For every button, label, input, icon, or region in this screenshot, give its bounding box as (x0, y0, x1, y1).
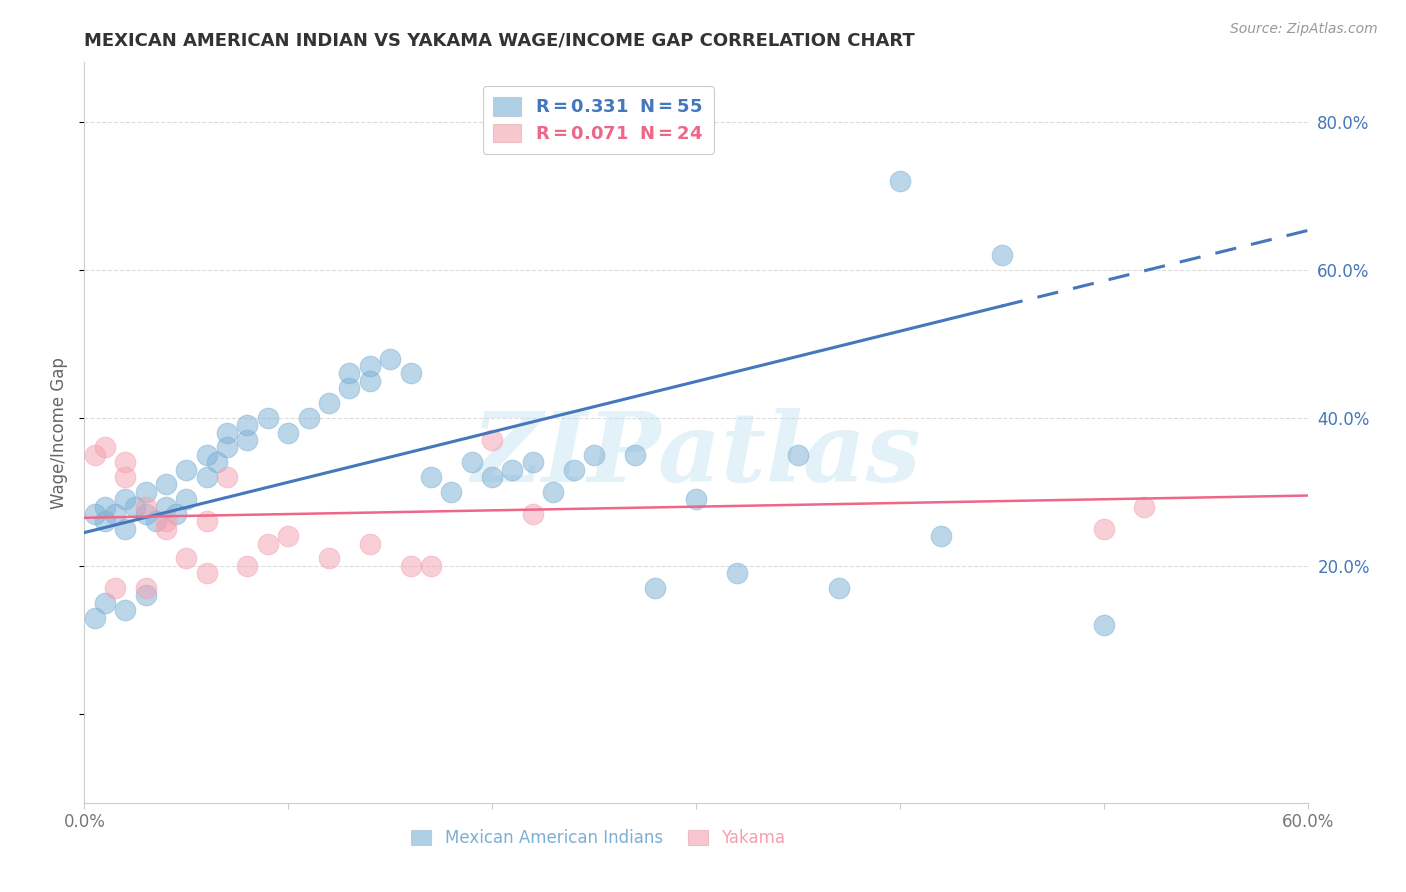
Text: MEXICAN AMERICAN INDIAN VS YAKAMA WAGE/INCOME GAP CORRELATION CHART: MEXICAN AMERICAN INDIAN VS YAKAMA WAGE/I… (84, 32, 915, 50)
Point (114, 492, 136, 507)
Point (339, 367, 361, 381)
Point (155, 500, 177, 514)
Point (135, 507, 157, 521)
Point (124, 500, 146, 514)
Point (318, 396, 340, 410)
Point (195, 470, 218, 484)
Point (522, 455, 544, 469)
Point (359, 536, 381, 550)
Point (461, 455, 484, 469)
Text: ZIPatlas: ZIPatlas (471, 408, 921, 502)
Point (195, 448, 218, 462)
Point (420, 470, 443, 484)
Point (624, 448, 647, 462)
Point (83, 610, 105, 624)
Point (277, 529, 299, 543)
Point (481, 470, 503, 484)
Point (195, 515, 218, 529)
Point (399, 558, 422, 573)
Point (83, 507, 105, 521)
Point (114, 522, 136, 536)
Point (522, 507, 544, 521)
Point (135, 484, 157, 499)
Point (195, 566, 218, 581)
Point (93, 441, 115, 455)
Point (298, 410, 321, 425)
Point (135, 581, 157, 595)
Point (174, 462, 197, 476)
Point (217, 441, 239, 455)
Point (135, 500, 157, 514)
Point (174, 551, 197, 566)
Point (236, 558, 259, 573)
Point (1133, 500, 1156, 514)
Point (174, 492, 197, 507)
Point (145, 515, 167, 529)
Point (583, 448, 606, 462)
Point (318, 551, 340, 566)
Point (562, 462, 585, 476)
Point (1092, 618, 1115, 632)
Point (725, 566, 748, 581)
Point (380, 351, 402, 366)
Point (502, 462, 524, 476)
Point (685, 492, 707, 507)
Point (104, 581, 127, 595)
Point (991, 248, 1014, 262)
Text: Source: ZipAtlas.com: Source: ZipAtlas.com (1230, 22, 1378, 37)
Point (155, 515, 177, 529)
Point (236, 418, 259, 433)
Point (93, 515, 115, 529)
Point (155, 477, 177, 491)
Point (420, 558, 443, 573)
Point (481, 433, 503, 447)
Point (929, 529, 952, 543)
Point (828, 581, 851, 595)
Point (93, 596, 115, 610)
Point (399, 367, 422, 381)
Point (217, 425, 239, 440)
Point (889, 174, 911, 188)
Y-axis label: Wage/Income Gap: Wage/Income Gap (51, 357, 69, 508)
Point (440, 484, 463, 499)
Point (257, 410, 280, 425)
Point (787, 448, 810, 462)
Point (155, 522, 177, 536)
Point (644, 581, 666, 595)
Point (114, 603, 136, 617)
Point (205, 455, 228, 469)
Point (165, 507, 187, 521)
Point (135, 589, 157, 603)
Point (83, 448, 105, 462)
Point (104, 507, 127, 521)
Point (93, 500, 115, 514)
Point (114, 470, 136, 484)
Point (339, 381, 361, 395)
Point (277, 425, 299, 440)
Point (217, 470, 239, 484)
Point (236, 433, 259, 447)
Point (1092, 522, 1115, 536)
Legend: Mexican American Indians, Yakama: Mexican American Indians, Yakama (405, 822, 792, 854)
Point (359, 374, 381, 388)
Point (257, 536, 280, 550)
Point (543, 484, 565, 499)
Point (359, 359, 381, 373)
Point (114, 455, 136, 469)
